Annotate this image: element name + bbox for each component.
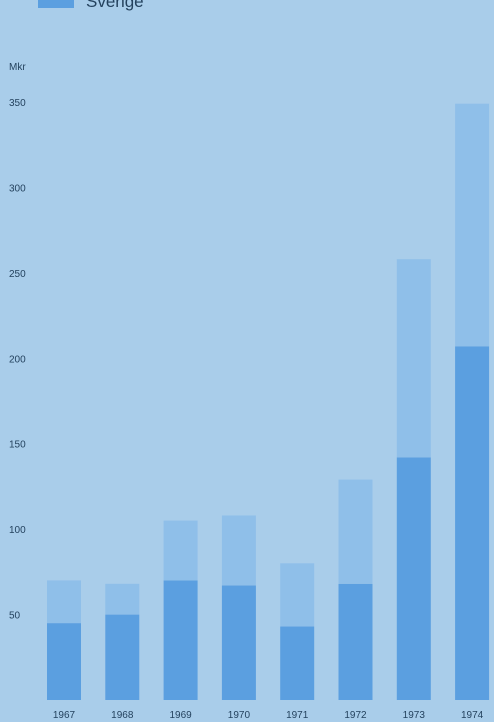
y-tick-label: 250: [9, 269, 26, 280]
bar-1973-segment-1: [396, 457, 431, 700]
bars: [47, 103, 490, 700]
bar-1974-segment-1: [455, 346, 490, 700]
bar-1967-segment-2: [47, 580, 81, 624]
bar-1974-segment-2: [455, 103, 490, 347]
legend: Sverige: [38, 0, 144, 12]
bar-1973-segment-2: [396, 259, 431, 458]
bar-1968-segment-2: [105, 583, 140, 615]
y-tick-label: 300: [9, 183, 26, 194]
x-tick-label: 1968: [111, 710, 134, 721]
bar-1971-segment-1: [280, 626, 315, 700]
bar-1970-segment-2: [221, 515, 256, 586]
bar-1972-segment-1: [338, 583, 373, 700]
x-tick-label: 1974: [461, 710, 484, 721]
x-axis-ticks: 1967 1968 1969 1970 1971 1972 1973 1974: [53, 710, 484, 721]
bar-1967-segment-1: [47, 623, 81, 700]
bar-1972-segment-2: [338, 479, 373, 584]
y-tick-label: 200: [9, 354, 26, 365]
x-tick-label: 1970: [228, 710, 251, 721]
y-axis-label: Mkr: [9, 62, 26, 73]
x-tick-label: 1969: [169, 710, 192, 721]
x-tick-label: 1973: [403, 710, 426, 721]
bar-1968-segment-1: [105, 614, 140, 700]
x-tick-label: 1967: [53, 710, 76, 721]
bar-1970-segment-1: [221, 585, 256, 700]
y-axis-ticks: 50 100 150 200 250 300 350: [9, 98, 26, 622]
bar-1969-segment-2: [163, 520, 198, 581]
legend-swatch: [38, 0, 74, 8]
y-tick-label: 50: [9, 611, 21, 622]
x-tick-label: 1971: [286, 710, 309, 721]
y-tick-label: 100: [9, 525, 26, 536]
legend-label: Sverige: [86, 0, 144, 11]
y-tick-label: 150: [9, 440, 26, 451]
x-tick-label: 1972: [344, 710, 367, 721]
bar-1969-segment-1: [163, 580, 198, 700]
bar-1971-segment-2: [280, 563, 315, 627]
y-tick-label: 350: [9, 98, 26, 109]
